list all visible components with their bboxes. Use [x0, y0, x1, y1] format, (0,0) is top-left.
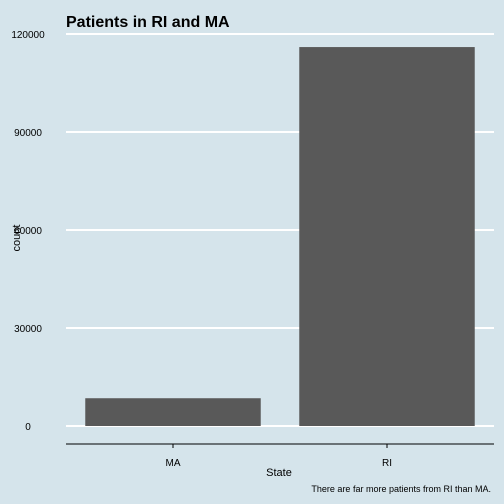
bar-ri	[299, 47, 475, 427]
bar-ma	[85, 398, 261, 426]
x-tick-label: RI	[382, 458, 392, 469]
chart-title: Patients in RI and MA	[66, 14, 230, 31]
y-tick-label: 120000	[11, 30, 45, 41]
tick-labels: 0 30000 60000 90000 120000 MA RI	[11, 30, 392, 469]
y-tick-label: 30000	[14, 324, 42, 335]
x-axis-label: State	[266, 467, 292, 479]
chart-caption: There are far more patients from RI than…	[311, 484, 491, 494]
y-tick-label: 60000	[14, 226, 42, 237]
y-tick-label: 0	[25, 422, 31, 433]
x-tick-label: MA	[166, 458, 181, 469]
y-axis-label: count	[11, 225, 23, 252]
y-tick-label: 90000	[14, 128, 42, 139]
bars	[85, 47, 475, 427]
